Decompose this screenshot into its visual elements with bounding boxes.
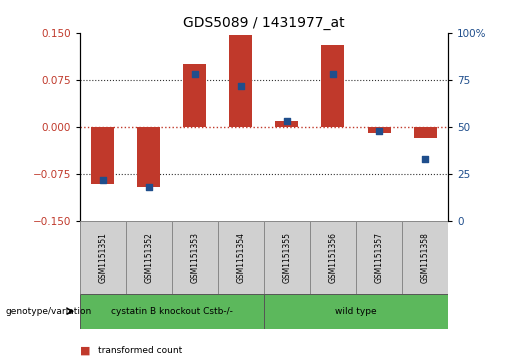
Bar [276,121,299,127]
Text: wild type: wild type [335,307,377,316]
Point [283,118,291,124]
Bar [183,64,207,127]
Text: GSM1151352: GSM1151352 [144,232,153,283]
Point [145,184,153,190]
Point [237,83,245,89]
Bar [310,221,356,294]
Text: GSM1151355: GSM1151355 [282,232,291,283]
Text: transformed count: transformed count [98,346,182,355]
Bar [80,294,264,329]
Text: GSM1151353: GSM1151353 [191,232,199,283]
Text: GSM1151351: GSM1151351 [98,232,107,283]
Text: GSM1151356: GSM1151356 [329,232,337,283]
Bar [321,45,345,127]
Text: GSM1151354: GSM1151354 [236,232,246,283]
Text: genotype/variation: genotype/variation [5,307,91,316]
Bar [402,221,448,294]
Bar [264,294,448,329]
Point [191,71,199,77]
Title: GDS5089 / 1431977_at: GDS5089 / 1431977_at [183,16,345,30]
Bar [368,127,390,133]
Bar [229,34,252,127]
Bar [126,221,172,294]
Bar [218,221,264,294]
Bar [356,221,402,294]
Bar [138,127,160,187]
Text: ■: ■ [80,345,94,355]
Bar [414,127,437,138]
Text: GSM1151357: GSM1151357 [374,232,384,283]
Point [375,128,383,134]
Bar [91,127,114,184]
Text: GSM1151358: GSM1151358 [421,232,430,283]
Text: cystatin B knockout Cstb-/-: cystatin B knockout Cstb-/- [111,307,233,316]
Point [421,156,429,162]
Point [329,71,337,77]
Bar [80,221,126,294]
Bar [172,221,218,294]
Point [99,177,107,183]
Bar [264,221,310,294]
